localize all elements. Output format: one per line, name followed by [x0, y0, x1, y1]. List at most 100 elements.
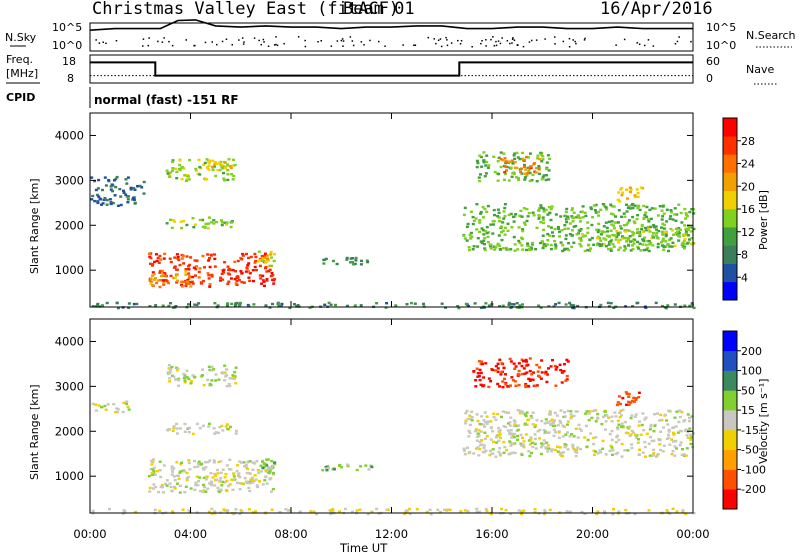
range-cell — [538, 366, 541, 369]
range-cell — [271, 302, 274, 306]
range-cell — [102, 198, 106, 202]
range-cell — [519, 444, 523, 447]
range-cell — [485, 210, 489, 213]
range-cell — [194, 167, 198, 171]
range-cell — [628, 425, 632, 428]
range-cell — [634, 398, 638, 401]
range-cell — [152, 469, 156, 473]
range-cell — [240, 510, 244, 514]
range-cell — [516, 409, 520, 412]
xtick-label: 00:00 — [676, 527, 709, 541]
range-cell — [681, 245, 685, 248]
range-cell — [171, 169, 175, 173]
range-cell — [171, 429, 175, 433]
range-cell — [479, 423, 483, 426]
range-cell — [126, 201, 130, 204]
range-cell — [193, 223, 197, 226]
range-cell — [644, 211, 648, 214]
range-cell — [501, 410, 505, 413]
range-cell — [175, 170, 179, 174]
range-cell — [475, 159, 479, 163]
range-cell — [634, 397, 638, 400]
range-cell — [206, 253, 210, 256]
range-cell — [173, 479, 177, 482]
range-cell — [657, 229, 661, 233]
range-cell — [539, 153, 543, 156]
range-cell — [162, 464, 166, 467]
range-cell — [474, 385, 478, 388]
range-cell — [616, 233, 620, 236]
range-cell — [628, 186, 632, 189]
range-cell — [203, 266, 206, 269]
range-cell — [127, 408, 131, 411]
colorbar-tick-label: 15 — [741, 404, 755, 417]
range-cell — [525, 155, 528, 159]
range-cell — [467, 429, 471, 433]
range-cell — [151, 263, 155, 266]
range-cell — [661, 222, 665, 225]
range-cell — [605, 226, 609, 230]
range-cell — [521, 436, 524, 439]
range-cell — [476, 372, 480, 375]
range-cell — [265, 278, 269, 281]
range-cell — [236, 259, 240, 263]
range-cell — [535, 384, 539, 387]
range-cell — [512, 235, 516, 239]
range-cell — [212, 427, 216, 430]
range-cell — [222, 271, 225, 274]
range-cell — [198, 173, 202, 176]
range-cell — [245, 466, 248, 469]
range-cell — [673, 445, 677, 448]
range-cell — [221, 429, 225, 432]
nsearch-point — [522, 45, 525, 48]
range-cell — [352, 263, 356, 266]
range-cell — [116, 408, 120, 411]
range-cell — [664, 230, 667, 234]
range-cell — [129, 188, 133, 191]
range-cell — [630, 399, 634, 403]
range-cell — [213, 265, 217, 268]
range-cell — [634, 413, 638, 416]
range-cell — [343, 507, 347, 511]
range-cell — [122, 401, 126, 405]
range-cell — [620, 442, 624, 446]
nsearch-point — [95, 39, 97, 41]
range-cell — [678, 429, 682, 433]
range-cell — [212, 459, 216, 462]
colorbar-segment — [723, 190, 737, 210]
range-cell — [565, 358, 569, 362]
range-cell — [159, 258, 163, 261]
range-cell — [545, 174, 548, 177]
range-cell — [544, 446, 548, 449]
range-cell — [122, 509, 126, 512]
range-cell — [576, 214, 580, 218]
range-cell — [152, 472, 156, 475]
range-cell — [464, 412, 468, 415]
range-cell — [184, 485, 188, 488]
range-cell — [607, 220, 611, 223]
range-cell — [683, 429, 687, 433]
range-cell — [247, 304, 251, 308]
range-cell — [507, 301, 511, 305]
range-cell — [469, 231, 473, 235]
range-cell — [178, 263, 182, 267]
range-cell — [631, 215, 635, 219]
range-cell — [202, 383, 206, 387]
range-cell — [230, 302, 234, 306]
range-cell — [633, 194, 637, 197]
range-cell — [493, 170, 497, 174]
range-cell — [616, 231, 620, 235]
range-cell — [604, 245, 608, 248]
range-cell — [203, 225, 207, 229]
range-cell — [201, 279, 205, 283]
range-cell — [522, 359, 525, 363]
range-cell — [670, 438, 674, 441]
range-cell — [506, 429, 510, 432]
range-cell — [228, 483, 232, 486]
range-cell — [235, 469, 239, 473]
range-cell — [648, 208, 652, 212]
power-ylabel: Slant Range [km] — [28, 178, 41, 274]
range-cell — [641, 243, 645, 246]
range-cell — [672, 440, 675, 443]
